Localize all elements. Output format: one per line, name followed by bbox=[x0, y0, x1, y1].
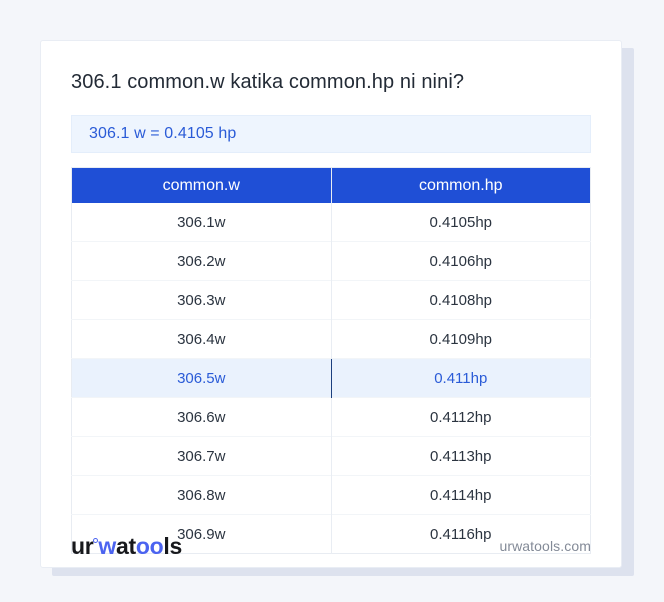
logo-text-part-1: ur bbox=[71, 532, 94, 559]
table-row[interactable]: 306.8w 0.4114hp bbox=[71, 475, 591, 515]
logo-text-part-4: oo bbox=[135, 532, 164, 559]
table-row[interactable]: 306.1w 0.4105hp bbox=[71, 203, 591, 242]
table-row[interactable]: 306.9w 0.4116hp bbox=[71, 514, 591, 554]
cell-horsepower: 0.4108hp bbox=[331, 280, 591, 320]
table-row-highlighted[interactable]: 306.5w 0.411hp bbox=[71, 358, 591, 398]
degree-circle-icon bbox=[93, 537, 99, 543]
page-title: 306.1 common.w katika common.hp ni nini? bbox=[71, 71, 465, 93]
logo-text-part-3: at bbox=[116, 532, 136, 559]
logo-text-part-5: ls bbox=[163, 532, 182, 559]
table-header-row: common.w common.hp bbox=[71, 167, 591, 203]
cell-horsepower: 0.4109hp bbox=[331, 319, 591, 359]
column-header-watts[interactable]: common.w bbox=[71, 167, 332, 203]
converter-card: 306.1 common.w katika common.hp ni nini?… bbox=[40, 40, 622, 568]
logo-text-part-2: w bbox=[98, 532, 116, 559]
card-content: 306.1 common.w katika common.hp ni nini?… bbox=[41, 41, 621, 554]
cell-watts: 306.5w bbox=[71, 358, 332, 398]
table-row[interactable]: 306.6w 0.4112hp bbox=[71, 397, 591, 437]
cell-horsepower: 0.4112hp bbox=[331, 397, 591, 437]
table-row[interactable]: 306.3w 0.4108hp bbox=[71, 280, 591, 320]
cell-watts: 306.8w bbox=[71, 475, 332, 515]
cell-horsepower: 0.4113hp bbox=[331, 436, 591, 476]
cell-watts: 306.7w bbox=[71, 436, 332, 476]
cell-watts: 306.9w bbox=[71, 514, 332, 554]
cell-watts: 306.1w bbox=[71, 203, 332, 242]
cell-horsepower: 0.4116hp bbox=[331, 514, 591, 554]
cell-watts: 306.6w bbox=[71, 397, 332, 437]
table-head: common.w common.hp bbox=[71, 167, 591, 203]
table-row[interactable]: 306.7w 0.4113hp bbox=[71, 436, 591, 476]
footer-domain-label: urwatools.com bbox=[499, 538, 591, 554]
table-row[interactable]: 306.2w 0.4106hp bbox=[71, 241, 591, 281]
conversion-result-text: 306.1 w = 0.4105 hp bbox=[89, 125, 237, 142]
cell-horsepower: 0.4105hp bbox=[429, 213, 493, 231]
cell-horsepower: 0.411hp bbox=[331, 358, 591, 398]
table-body: 306.1w 0.4105hp 306.2w 0.4106hp 306.3w 0… bbox=[71, 203, 591, 554]
table-row[interactable]: 306.4w 0.4109hp bbox=[71, 319, 591, 359]
cell-watts: 306.2w bbox=[71, 241, 332, 281]
cell-watts: 306.4w bbox=[71, 319, 332, 359]
column-header-horsepower[interactable]: common.hp bbox=[331, 167, 591, 203]
conversion-table: common.w common.hp 306.1w 0.4105hp 306.2… bbox=[71, 167, 591, 554]
cell-watts: 306.3w bbox=[71, 280, 332, 320]
cell-horsepower: 0.4114hp bbox=[331, 475, 591, 515]
cell-horsepower: 0.4106hp bbox=[331, 241, 591, 281]
card-footer: ur w at oo ls urwatools.com bbox=[41, 525, 621, 567]
conversion-result-banner: 306.1 w = 0.4105 hp bbox=[71, 115, 591, 153]
urwatools-logo[interactable]: ur w at oo ls bbox=[71, 533, 182, 560]
